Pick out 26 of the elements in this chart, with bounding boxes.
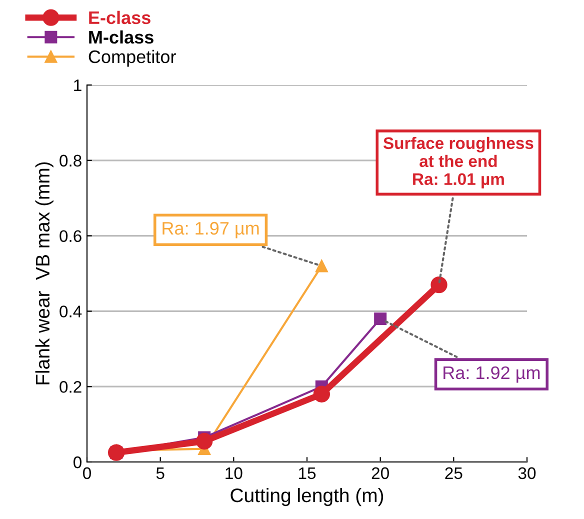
point — [430, 276, 448, 294]
y-tick-label: 1 — [74, 80, 82, 92]
point — [315, 260, 328, 272]
point — [374, 312, 387, 325]
y-tick-label: 0.4 — [60, 306, 82, 318]
annotation: Ra: 1.92 µm — [444, 366, 540, 383]
x-tick-label: 5 — [156, 467, 164, 480]
y-tick-label: 0.2 — [60, 381, 82, 393]
x-tick-label: 30 — [518, 467, 536, 480]
annotation: Surface roughness at the end Ra: 1.01 µm — [383, 136, 534, 188]
x-tick-label: 25 — [445, 467, 462, 480]
y-tick-label: 0.6 — [60, 230, 82, 242]
legend-label: Competitor — [88, 50, 176, 67]
x-axis-title: Cutting length (m) — [230, 488, 384, 506]
point — [313, 386, 330, 402]
x-tick-label: 15 — [299, 467, 316, 480]
x-tick-label: 10 — [226, 467, 242, 480]
x-tick-label: 20 — [372, 467, 389, 480]
y-tick-label: 0 — [74, 456, 82, 468]
legend-label: E-class — [89, 10, 150, 24]
annotation: Ra: 1.97 µm — [162, 222, 259, 238]
y-tick-label: 0.8 — [60, 154, 82, 167]
point — [196, 432, 213, 450]
legend-label: M-class — [89, 30, 154, 44]
x-tick-label: 0 — [83, 467, 91, 480]
y-axis-title: Flank wear VB max (mm) — [35, 162, 54, 384]
